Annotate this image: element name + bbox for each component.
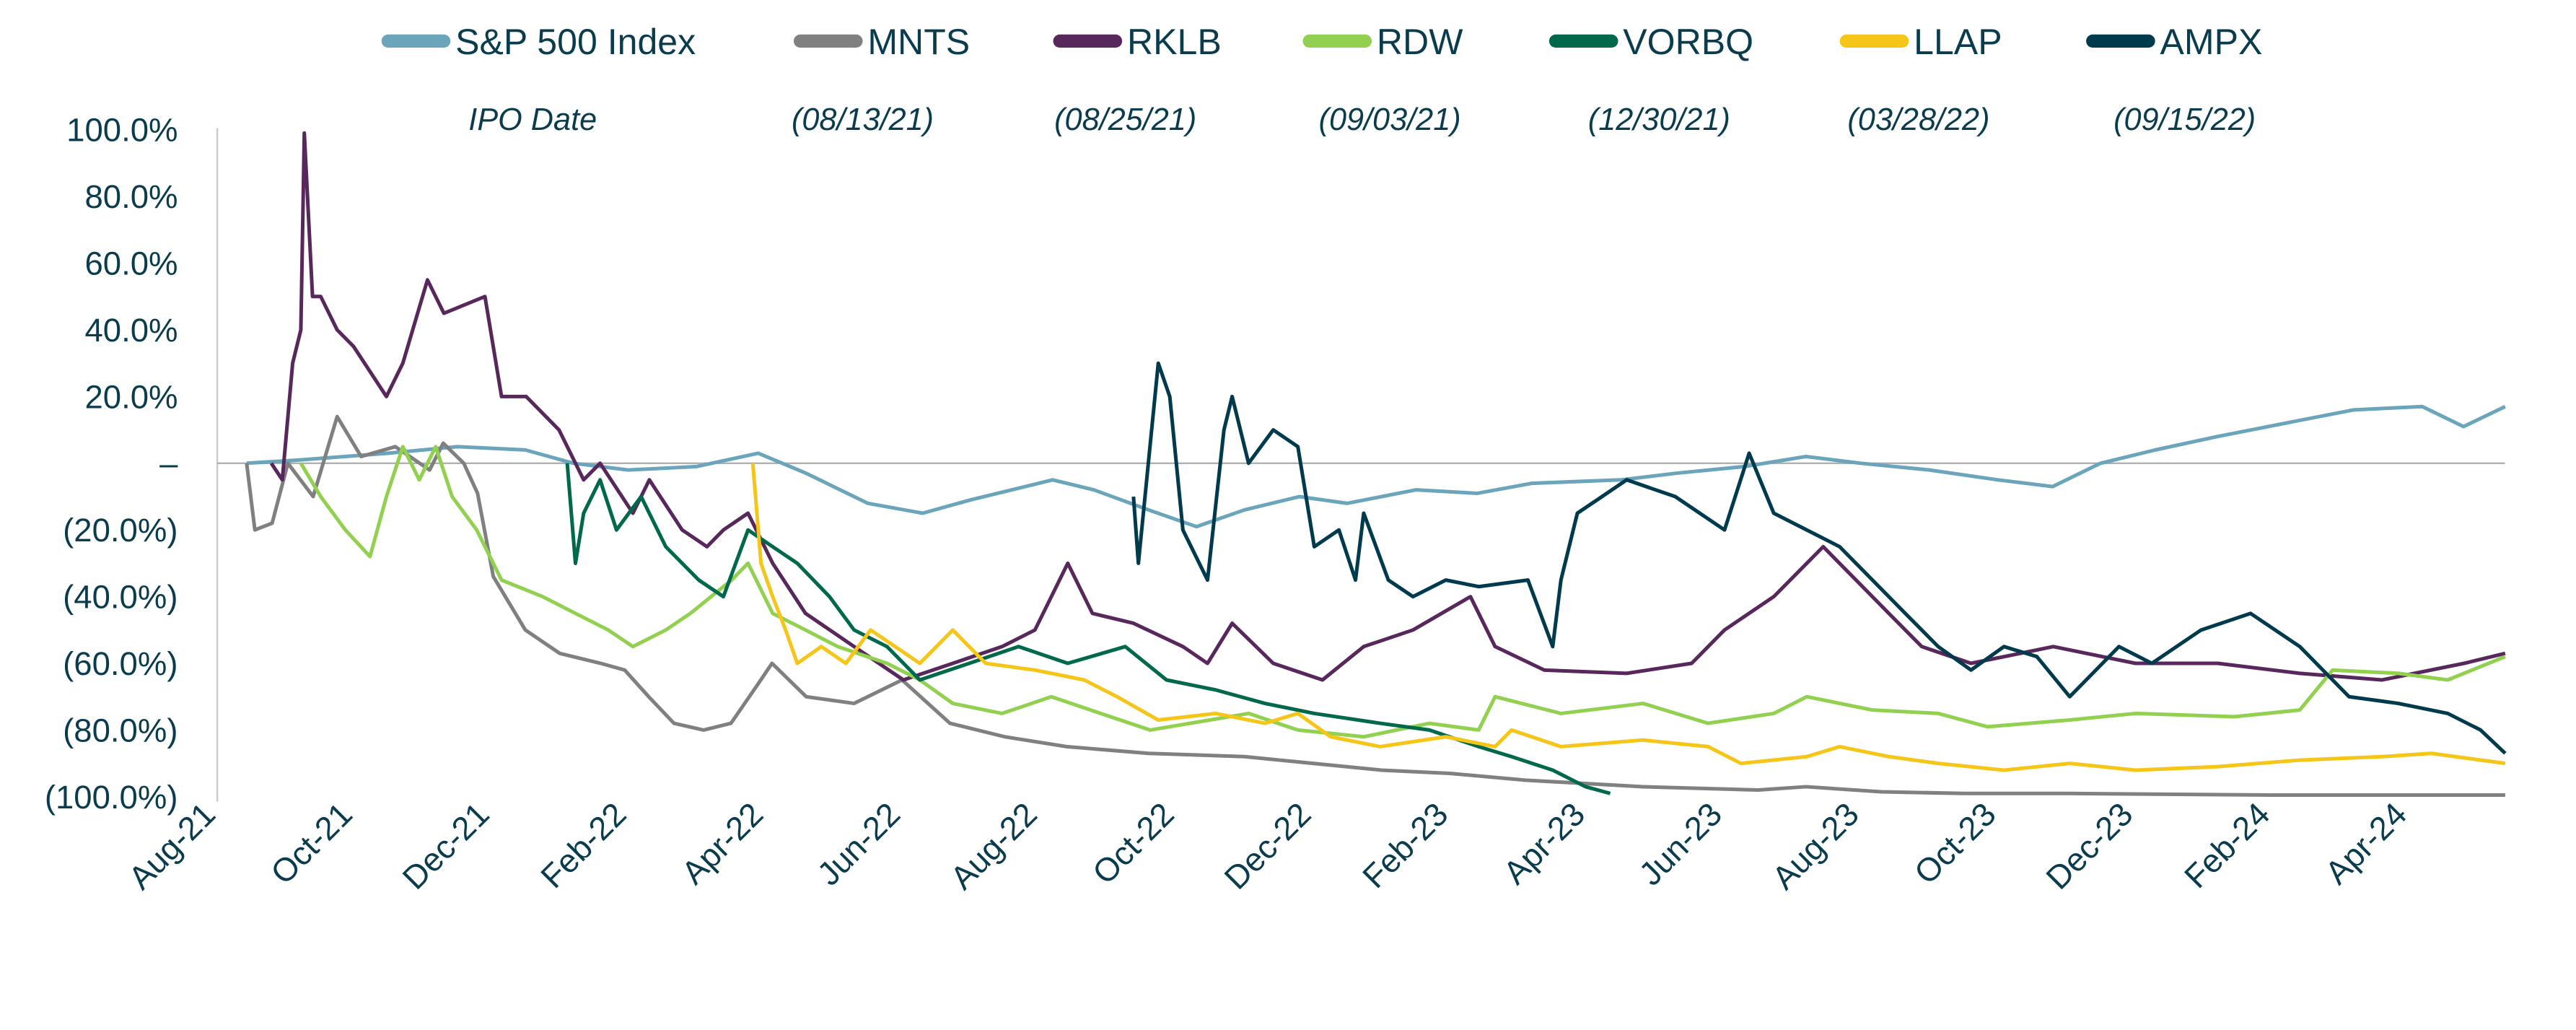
legend-label: MNTS <box>867 22 970 62</box>
series-line-llap <box>750 463 2506 772</box>
legend-label: S&P 500 Index <box>455 22 696 62</box>
legend-item: S&P 500 Index <box>381 22 696 62</box>
y-axis: 100.0% 80.0% 60.0% 40.0% 20.0% – (20.0%) (40.0%… <box>45 112 178 816</box>
x-tick-label: Oct-21 <box>263 795 359 891</box>
series-group <box>245 131 2507 798</box>
y-tick-label: (20.0%) <box>63 512 178 549</box>
legend-item: VORBQ <box>1548 22 1753 62</box>
x-tick-label: Oct-22 <box>1085 795 1181 891</box>
series-line-ampx <box>1131 361 2507 755</box>
y-tick-label: (40.0%) <box>63 579 178 616</box>
legend-item: RDW <box>1302 22 1463 62</box>
y-tick-label: (100.0%) <box>45 779 178 816</box>
ipo-date-label: (08/25/21) <box>1054 102 1196 137</box>
series-line-vorbq <box>565 463 1611 795</box>
x-tick-label: Feb-23 <box>1355 795 1455 895</box>
legend-label: RDW <box>1377 22 1463 62</box>
ipo-date-row: IPO Date (08/13/21) (08/25/21) (09/03/21) (… <box>468 102 2256 137</box>
x-tick-label: Apr-23 <box>1497 795 1593 891</box>
y-tick-label: (60.0%) <box>63 645 178 682</box>
x-tick-label: Jun-23 <box>1632 795 1729 892</box>
y-tick-label: 60.0% <box>84 245 178 282</box>
legend: S&P 500 Index MNTS RKLB RDW VORBQ LLAP AMPX <box>381 22 2263 62</box>
x-tick-label: Apr-22 <box>675 795 771 891</box>
y-tick-label: 20.0% <box>84 378 178 415</box>
ipo-date-label: (09/03/21) <box>1319 102 1461 137</box>
series-line-s-p-500-index <box>246 404 2506 529</box>
ipo-date-label: (08/13/21) <box>792 102 934 137</box>
x-tick-label: Aug-22 <box>943 795 1044 896</box>
x-tick-label: Dec-23 <box>2039 795 2140 896</box>
legend-item: AMPX <box>2086 22 2263 62</box>
legend-item: RKLB <box>1053 22 1222 62</box>
ipo-date-label: (12/30/21) <box>1588 102 1730 137</box>
y-tick-label: (80.0%) <box>63 712 178 749</box>
x-tick-label: Oct-23 <box>1907 795 2003 891</box>
x-tick-label: Feb-22 <box>534 795 634 895</box>
y-tick-label: 100.0% <box>66 112 178 149</box>
x-tick-label: Apr-24 <box>2318 795 2414 891</box>
y-tick-label: 40.0% <box>84 312 178 349</box>
x-tick-label: Dec-22 <box>1217 795 1318 896</box>
legend-item: LLAP <box>1839 22 2002 62</box>
series-line-rklb <box>269 131 2506 682</box>
x-tick-label: Dec-21 <box>395 795 496 896</box>
series-line-mnts <box>245 414 2505 798</box>
x-tick-label: Jun-22 <box>810 795 907 892</box>
legend-label: AMPX <box>2160 22 2263 62</box>
x-tick-label: Feb-24 <box>2177 795 2277 895</box>
ipo-date-label: (09/15/22) <box>2113 102 2256 137</box>
series-line-rdw <box>299 445 2506 739</box>
y-tick-label: 80.0% <box>84 178 178 215</box>
ipo-header: IPO Date <box>468 102 597 137</box>
x-axis: Aug-21 Oct-21 Dec-21 Feb-22 Apr-22 Jun-22 Aug-… <box>121 795 2414 896</box>
legend-label: LLAP <box>1914 22 2002 62</box>
legend-label: VORBQ <box>1623 22 1753 62</box>
ipo-date-label: (03/28/22) <box>1847 102 1989 137</box>
legend-item: MNTS <box>793 22 970 62</box>
legend-label: RKLB <box>1127 22 1222 62</box>
x-tick-label: Aug-23 <box>1765 795 1866 896</box>
y-tick-label: – <box>159 445 178 482</box>
